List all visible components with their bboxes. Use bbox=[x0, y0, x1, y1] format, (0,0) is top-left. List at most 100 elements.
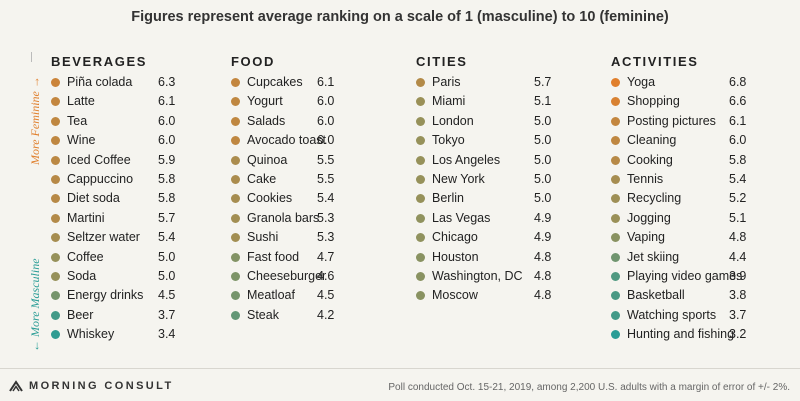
arrow-right-icon: → bbox=[28, 76, 42, 92]
column-activities: ACTIVITIES Yoga 6.8 Shopping 6.6 Posting pict… bbox=[611, 52, 746, 344]
arrow-left-icon: ← bbox=[28, 337, 42, 352]
column-heading: CITIES bbox=[416, 54, 468, 69]
item-value: 4.2 bbox=[317, 307, 335, 322]
ranking-row: Las Vegas 4.9 bbox=[416, 209, 551, 228]
item-value: 6.1 bbox=[317, 75, 335, 89]
item-label: Quinoa bbox=[247, 152, 288, 167]
score-dot bbox=[611, 97, 620, 107]
score-dot bbox=[611, 291, 620, 301]
item-label: Shopping bbox=[627, 94, 680, 109]
ranking-row: Coffee 5.0 bbox=[51, 248, 175, 267]
item-label: Watching sports bbox=[627, 307, 717, 322]
logo-mark-icon bbox=[9, 380, 23, 392]
more-masculine-label: ← More Masculine bbox=[28, 258, 43, 352]
ranking-row: Watching sports 3.7 bbox=[611, 306, 746, 325]
score-dot bbox=[416, 271, 425, 281]
score-dot bbox=[416, 252, 425, 262]
item-value: 5.2 bbox=[729, 191, 747, 206]
item-label: Las Vegas bbox=[432, 210, 491, 225]
item-value: 5.5 bbox=[317, 171, 335, 186]
ranking-row: Fast food 4.7 bbox=[231, 248, 334, 267]
brand-name: MORNING CONSULT bbox=[29, 380, 174, 392]
ranking-row: Chicago 4.9 bbox=[416, 228, 551, 247]
ranking-row: Tea 6.0 bbox=[51, 112, 175, 131]
ranking-row: Berlin 5.0 bbox=[416, 189, 551, 208]
item-value: 3.4 bbox=[158, 327, 176, 342]
score-dot bbox=[416, 291, 425, 301]
item-label: Recycling bbox=[627, 191, 682, 206]
item-label: Salads bbox=[247, 113, 286, 128]
item-value: 5.0 bbox=[158, 268, 176, 283]
ranking-row: Latte 6.1 bbox=[51, 92, 175, 111]
ranking-row: Cookies 5.4 bbox=[231, 189, 334, 208]
ranking-row: Hunting and fishing 3.2 bbox=[611, 325, 746, 344]
ranking-row: Beer 3.7 bbox=[51, 306, 175, 325]
score-dot bbox=[51, 116, 60, 126]
item-value: 5.4 bbox=[317, 191, 335, 206]
item-value: 3.7 bbox=[158, 307, 176, 322]
score-dot bbox=[416, 233, 425, 243]
item-label: Energy drinks bbox=[67, 288, 144, 303]
column-beverages: BEVERAGES Piña colada 6.3 Latte 6.1 Tea 6.0 Win… bbox=[51, 52, 175, 344]
ranking-row: Vaping 4.8 bbox=[611, 228, 746, 247]
item-value: 5.1 bbox=[729, 210, 747, 225]
more-feminine-text: More Feminine bbox=[28, 91, 42, 165]
score-dot bbox=[611, 271, 620, 281]
item-label: Seltzer water bbox=[67, 230, 140, 245]
item-value: 5.4 bbox=[158, 230, 176, 245]
ranking-row: Cappuccino 5.8 bbox=[51, 170, 175, 189]
item-label: Piña colada bbox=[67, 75, 133, 89]
ranking-row: Recycling 5.2 bbox=[611, 189, 746, 208]
ranking-row: Meatloaf 4.5 bbox=[231, 286, 334, 305]
item-value: 3.7 bbox=[729, 307, 747, 322]
item-value: 6.0 bbox=[317, 113, 335, 128]
item-label: Coffee bbox=[67, 249, 104, 264]
item-label: Miami bbox=[432, 94, 466, 109]
score-dot bbox=[611, 174, 620, 184]
item-value: 4.9 bbox=[534, 210, 552, 225]
ranking-row: Whiskey 3.4 bbox=[51, 325, 175, 344]
item-label: Cupcakes bbox=[247, 75, 303, 89]
item-value: 5.8 bbox=[729, 152, 747, 167]
item-label: Vaping bbox=[627, 230, 665, 245]
item-label: Berlin bbox=[432, 191, 464, 206]
score-dot bbox=[51, 97, 60, 107]
ranking-row: Cupcakes 6.1 bbox=[231, 73, 334, 92]
item-label: Washington, DC bbox=[432, 268, 523, 283]
score-dot bbox=[51, 213, 60, 223]
item-value: 6.0 bbox=[158, 133, 176, 148]
item-label: New York bbox=[432, 171, 485, 186]
score-dot bbox=[231, 136, 240, 146]
item-label: Houston bbox=[432, 249, 479, 264]
ranking-row: Soda 5.0 bbox=[51, 267, 175, 286]
ranking-row: Posting pictures 6.1 bbox=[611, 112, 746, 131]
score-dot bbox=[611, 194, 620, 204]
item-value: 4.8 bbox=[534, 288, 552, 303]
ranking-row: Cake 5.5 bbox=[231, 170, 334, 189]
score-dot bbox=[231, 174, 240, 184]
score-dot bbox=[611, 213, 620, 223]
item-label: Iced Coffee bbox=[67, 152, 131, 167]
item-label: Moscow bbox=[432, 288, 478, 303]
item-value: 5.3 bbox=[317, 230, 335, 245]
item-label: Avocado toast bbox=[247, 133, 326, 148]
score-dot bbox=[416, 174, 425, 184]
ranking-row: Jet skiing 4.4 bbox=[611, 248, 746, 267]
more-feminine-label: More Feminine → bbox=[28, 76, 43, 165]
item-label: Chicago bbox=[432, 230, 478, 245]
item-label: Beer bbox=[67, 307, 94, 322]
score-dot bbox=[611, 233, 620, 243]
item-label: Diet soda bbox=[67, 191, 120, 206]
ranking-row: Steak 4.2 bbox=[231, 306, 334, 325]
item-value: 5.0 bbox=[534, 191, 552, 206]
footer-divider bbox=[0, 368, 800, 369]
column-heading: BEVERAGES bbox=[51, 54, 148, 69]
item-label: Hunting and fishing bbox=[627, 327, 735, 342]
ranking-row: Sushi 5.3 bbox=[231, 228, 334, 247]
item-value: 5.0 bbox=[534, 113, 552, 128]
score-dot bbox=[51, 155, 60, 165]
ranking-row: Miami 5.1 bbox=[416, 92, 551, 111]
score-dot bbox=[416, 213, 425, 223]
item-value: 5.0 bbox=[534, 152, 552, 167]
item-label: Paris bbox=[432, 75, 461, 89]
